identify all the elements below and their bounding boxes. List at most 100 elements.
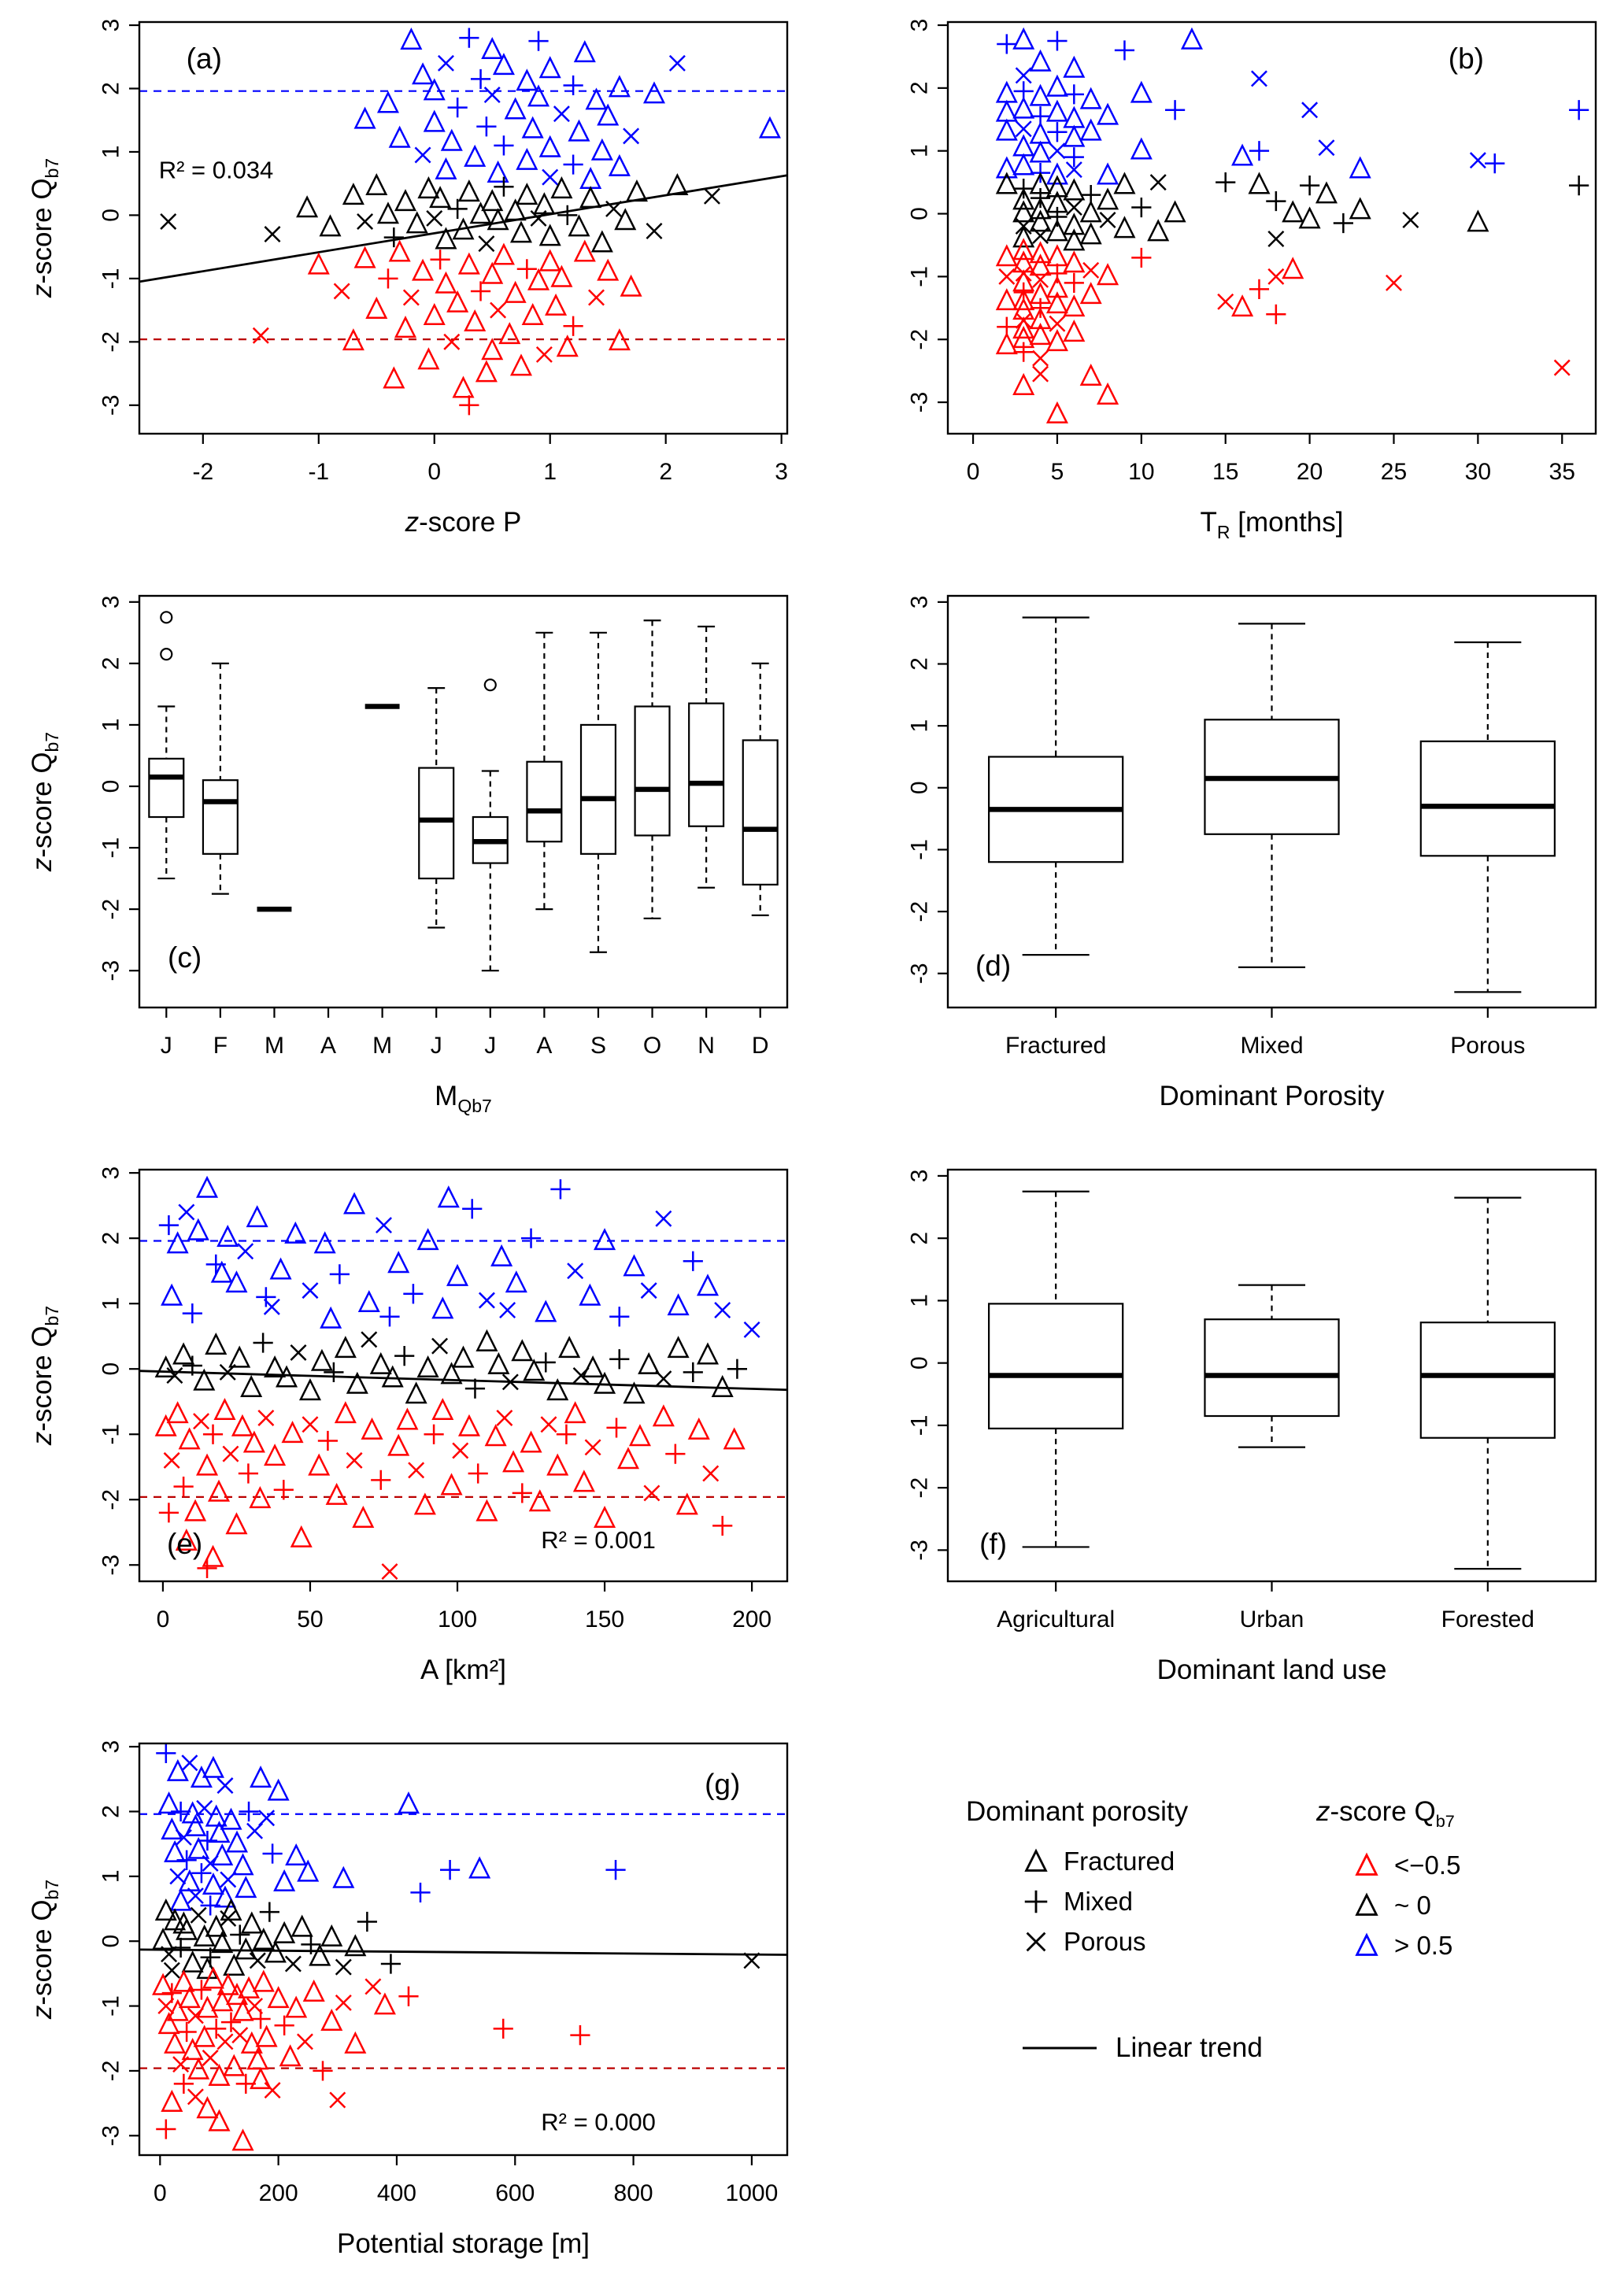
svg-text:-3: -3: [907, 392, 933, 413]
svg-text:-1: -1: [907, 266, 933, 287]
legend-item-fractured: Fractured: [1021, 1847, 1188, 1876]
svg-text:25: 25: [1381, 459, 1407, 485]
svg-text:A: A: [320, 1033, 336, 1059]
svg-text:TR [months]: TR [months]: [1201, 507, 1344, 542]
svg-text:3: 3: [98, 1740, 124, 1754]
svg-text:(g): (g): [705, 1768, 740, 1800]
panel-a: -2 -1 0 1 2 3 -3 -2 -1 0 1 2 3 (a) R² = 0.034 z-score P…: [0, 0, 808, 574]
svg-text:0: 0: [907, 207, 933, 220]
svg-text:1: 1: [907, 719, 933, 733]
porosity-legend-title: Dominant porosity: [966, 1796, 1189, 1827]
porosity-legend: Dominant porosity Fractured Mixed Porous: [966, 1796, 1188, 1967]
svg-text:1: 1: [98, 719, 124, 732]
svg-text:2: 2: [659, 459, 672, 485]
svg-text:J: J: [484, 1033, 496, 1059]
svg-text:-3: -3: [907, 963, 933, 984]
legend-panel: Dominant porosity Fractured Mixed Porous: [808, 1721, 1617, 2295]
svg-text:R² = 0.034: R² = 0.034: [159, 157, 274, 184]
svg-text:(d): (d): [975, 950, 1011, 982]
svg-text:MQb7: MQb7: [435, 1081, 492, 1116]
legend-item-label: Fractured: [1064, 1847, 1175, 1876]
svg-text:35: 35: [1549, 459, 1575, 485]
svg-text:10: 10: [1128, 459, 1154, 485]
svg-text:-2: -2: [98, 899, 124, 920]
svg-text:600: 600: [495, 2180, 535, 2206]
panel-b-chart: 0 5 10 15 20 25 30 35 -3 -2 -1 0 1 2 3 (b) TR [months]: [907, 19, 1597, 542]
svg-text:z-score Qb7: z-score Qb7: [27, 1880, 62, 2020]
svg-text:Dominant land use: Dominant land use: [1157, 1655, 1387, 1685]
svg-text:Agricultural: Agricultural: [997, 1606, 1115, 1632]
panel-b: 0 5 10 15 20 25 30 35 -3 -2 -1 0 1 2 3 (b) TR [months]: [808, 0, 1617, 574]
svg-text:J: J: [431, 1033, 442, 1059]
svg-text:-2: -2: [98, 1489, 124, 1510]
svg-text:z-score Qb7: z-score Qb7: [27, 1306, 62, 1446]
svg-text:S: S: [590, 1033, 606, 1059]
panel-c: J F M A M J J A S O N D -3 -2 -1 0 1 2 3 (c) MQb7 z-score Qb7: [0, 574, 808, 1148]
svg-text:0: 0: [967, 459, 980, 485]
svg-text:z-score P: z-score P: [405, 507, 522, 538]
svg-text:0: 0: [98, 780, 124, 793]
svg-text:A [km²]: A [km²]: [420, 1655, 506, 1685]
svg-text:-1: -1: [907, 1415, 933, 1436]
svg-text:(c): (c): [168, 941, 202, 974]
line-icon: [1023, 2046, 1097, 2050]
svg-text:(f): (f): [979, 1528, 1007, 1560]
legend-item-label: <−0.5: [1394, 1850, 1461, 1880]
svg-text:Forested: Forested: [1441, 1606, 1534, 1632]
svg-text:0: 0: [154, 2180, 167, 2206]
legend-item-zscore-mid: ~ 0: [1352, 1891, 1460, 1921]
svg-text:150: 150: [585, 1606, 624, 1632]
svg-text:M: M: [372, 1033, 392, 1059]
svg-text:3: 3: [907, 19, 933, 32]
svg-text:3: 3: [907, 1170, 933, 1183]
svg-text:A: A: [536, 1033, 552, 1059]
svg-text:-3: -3: [98, 1555, 124, 1576]
svg-text:R² = 0.001: R² = 0.001: [541, 1526, 656, 1554]
legend-item-zscore-high: > 0.5: [1352, 1931, 1460, 1961]
svg-text:2: 2: [98, 82, 124, 95]
svg-text:2: 2: [98, 657, 124, 671]
svg-text:-1: -1: [907, 839, 933, 860]
legend-item-label: ~ 0: [1394, 1891, 1431, 1920]
panel-e: 0 50 100 150 200 -3 -2 -1 0 1 2 3 (e) R² = 0.001 A [km…: [0, 1148, 808, 1721]
zscore-legend: z-score Qb7 <−0.5 ~ 0 > 0.5: [1316, 1796, 1460, 1971]
svg-text:0: 0: [907, 781, 933, 794]
panel-d: Fractured Mixed Porous -3 -2 -1 0 1 2 3 (d) Dominan…: [808, 574, 1617, 1148]
svg-text:0: 0: [98, 1362, 124, 1376]
red-triangle-icon: [1355, 1852, 1378, 1876]
svg-text:3: 3: [775, 459, 788, 485]
legend-item-label: Mixed: [1064, 1887, 1134, 1916]
svg-text:(e): (e): [167, 1528, 202, 1560]
svg-text:R² = 0.000: R² = 0.000: [541, 2109, 656, 2136]
svg-text:-3: -3: [98, 2125, 124, 2146]
legend-item-zscore-low: <−0.5: [1352, 1850, 1460, 1880]
svg-text:200: 200: [259, 2180, 298, 2206]
svg-text:D: D: [752, 1033, 769, 1059]
svg-text:Fractured: Fractured: [1005, 1033, 1106, 1059]
svg-text:1: 1: [98, 1297, 124, 1311]
panel-d-chart: Fractured Mixed Porous -3 -2 -1 0 1 2 3 (d) Dominan…: [907, 594, 1597, 1111]
panel-c-chart: J F M A M J J A S O N D -3 -2 -1 0 1 2 3 (c) MQb7 z-score Qb7: [27, 594, 789, 1116]
svg-text:Potential storage [m]: Potential storage [m]: [337, 2228, 590, 2259]
svg-text:2: 2: [907, 81, 933, 94]
svg-text:-2: -2: [98, 331, 124, 353]
svg-text:-2: -2: [907, 1477, 933, 1499]
svg-text:3: 3: [98, 1166, 124, 1180]
svg-text:1000: 1000: [726, 2180, 779, 2206]
legend-item-mixed: Mixed: [1021, 1887, 1188, 1917]
panel-g-chart: 0 200 400 600 800 1000 -3 -2 -1 0 1 2 3 (g) R² = 0.000…: [27, 1740, 789, 2259]
svg-text:1: 1: [98, 1869, 124, 1883]
panel-g: 0 200 400 600 800 1000 -3 -2 -1 0 1 2 3 (g) R² = 0.000…: [0, 1721, 808, 2295]
svg-text:Porous: Porous: [1450, 1033, 1525, 1059]
svg-text:3: 3: [907, 596, 933, 609]
panel-e-chart: 0 50 100 150 200 -3 -2 -1 0 1 2 3 (e) R² = 0.001 A [km…: [27, 1166, 789, 1685]
svg-text:400: 400: [377, 2180, 416, 2206]
svg-text:-2: -2: [192, 459, 213, 485]
svg-text:1: 1: [907, 1294, 933, 1307]
svg-text:3: 3: [98, 595, 124, 608]
svg-text:50: 50: [297, 1606, 323, 1632]
svg-text:30: 30: [1465, 459, 1491, 485]
svg-text:20: 20: [1297, 459, 1323, 485]
svg-text:1: 1: [907, 144, 933, 157]
svg-text:2: 2: [907, 657, 933, 671]
